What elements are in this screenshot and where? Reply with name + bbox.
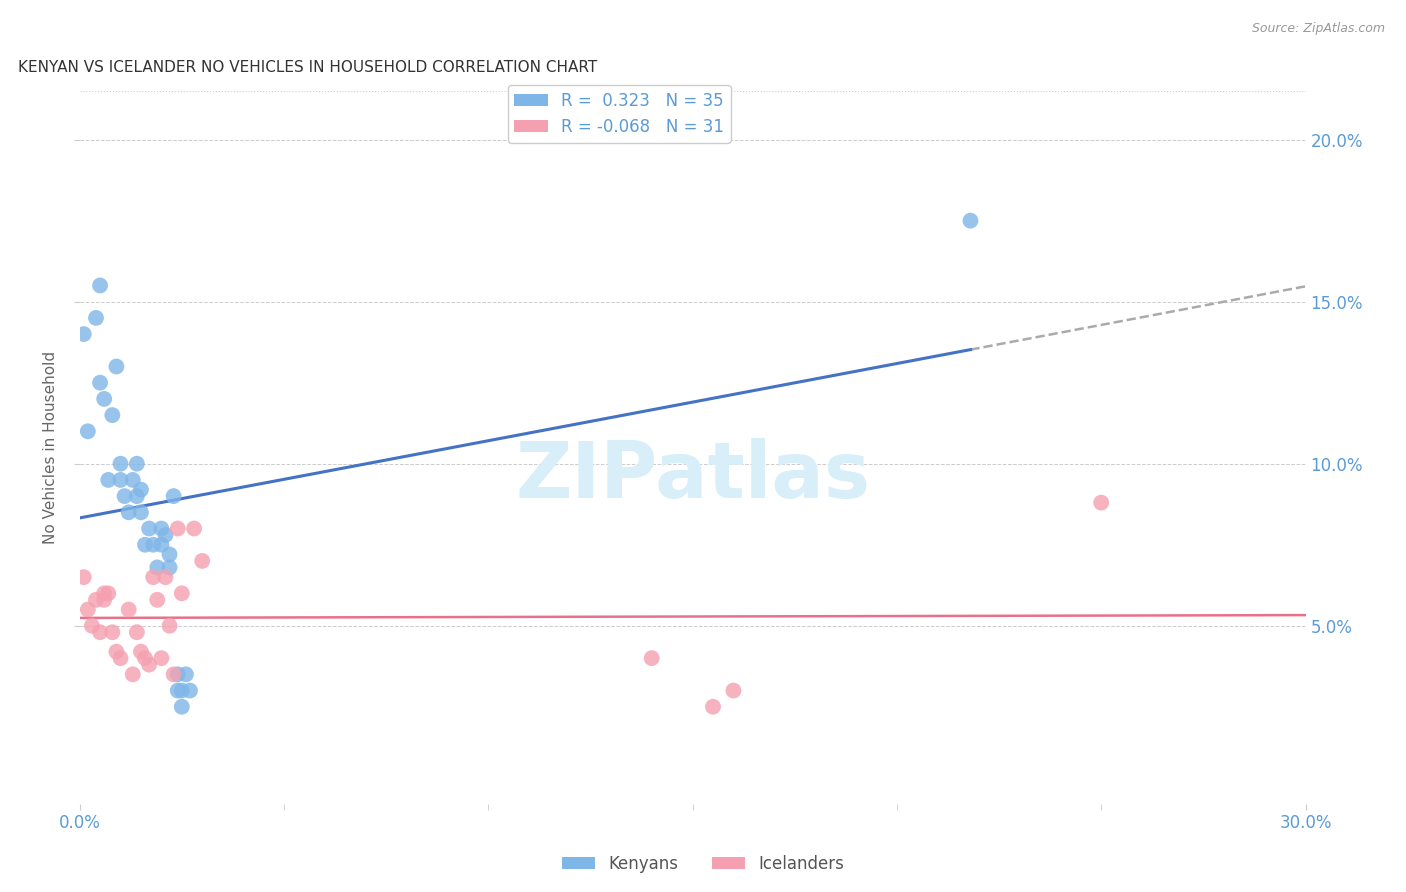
Point xyxy=(129,505,152,519)
Point xyxy=(170,586,193,600)
Point xyxy=(134,651,156,665)
Text: ZIPatlas: ZIPatlas xyxy=(515,438,870,514)
Point xyxy=(162,667,184,681)
Point xyxy=(179,683,201,698)
Point xyxy=(155,528,177,542)
Legend: R =  0.323   N = 35, R = -0.068   N = 31: R = 0.323 N = 35, R = -0.068 N = 31 xyxy=(508,85,731,143)
Point xyxy=(110,473,132,487)
Point xyxy=(641,651,664,665)
Point xyxy=(159,619,181,633)
Point xyxy=(959,213,981,227)
Point xyxy=(110,457,132,471)
Text: Source: ZipAtlas.com: Source: ZipAtlas.com xyxy=(1251,22,1385,36)
Point xyxy=(93,392,115,406)
Point xyxy=(101,408,124,422)
Point xyxy=(73,327,96,342)
Point xyxy=(166,522,188,536)
Point xyxy=(155,570,177,584)
Point xyxy=(183,522,205,536)
Text: KENYAN VS ICELANDER NO VEHICLES IN HOUSEHOLD CORRELATION CHART: KENYAN VS ICELANDER NO VEHICLES IN HOUSE… xyxy=(18,60,598,75)
Point xyxy=(159,548,181,562)
Point xyxy=(125,625,148,640)
Point xyxy=(146,560,169,574)
Point xyxy=(118,505,141,519)
Point xyxy=(121,473,143,487)
Point xyxy=(118,602,141,616)
Point xyxy=(89,278,111,293)
Point xyxy=(110,651,132,665)
Point xyxy=(166,683,188,698)
Y-axis label: No Vehicles in Household: No Vehicles in Household xyxy=(44,351,58,544)
Point xyxy=(150,538,173,552)
Point xyxy=(105,359,128,374)
Point xyxy=(129,483,152,497)
Point xyxy=(89,625,111,640)
Point xyxy=(1090,495,1112,509)
Point xyxy=(84,310,107,325)
Point xyxy=(142,538,165,552)
Point xyxy=(76,425,98,439)
Point xyxy=(121,667,143,681)
Point xyxy=(129,645,152,659)
Point xyxy=(97,586,120,600)
Point xyxy=(191,554,214,568)
Point xyxy=(142,570,165,584)
Point xyxy=(170,683,193,698)
Point xyxy=(114,489,136,503)
Point xyxy=(138,657,160,672)
Point xyxy=(159,560,181,574)
Point xyxy=(80,619,103,633)
Point xyxy=(93,586,115,600)
Point xyxy=(150,522,173,536)
Point xyxy=(76,602,98,616)
Point xyxy=(84,592,107,607)
Point xyxy=(89,376,111,390)
Point xyxy=(150,651,173,665)
Point xyxy=(162,489,184,503)
Point xyxy=(174,667,197,681)
Point xyxy=(134,538,156,552)
Point xyxy=(125,489,148,503)
Point xyxy=(97,473,120,487)
Point xyxy=(93,592,115,607)
Point xyxy=(723,683,745,698)
Legend: Kenyans, Icelanders: Kenyans, Icelanders xyxy=(555,848,851,880)
Point xyxy=(138,522,160,536)
Point xyxy=(101,625,124,640)
Point xyxy=(105,645,128,659)
Point xyxy=(170,699,193,714)
Point xyxy=(146,592,169,607)
Point xyxy=(166,667,188,681)
Point xyxy=(73,570,96,584)
Point xyxy=(125,457,148,471)
Point xyxy=(702,699,724,714)
